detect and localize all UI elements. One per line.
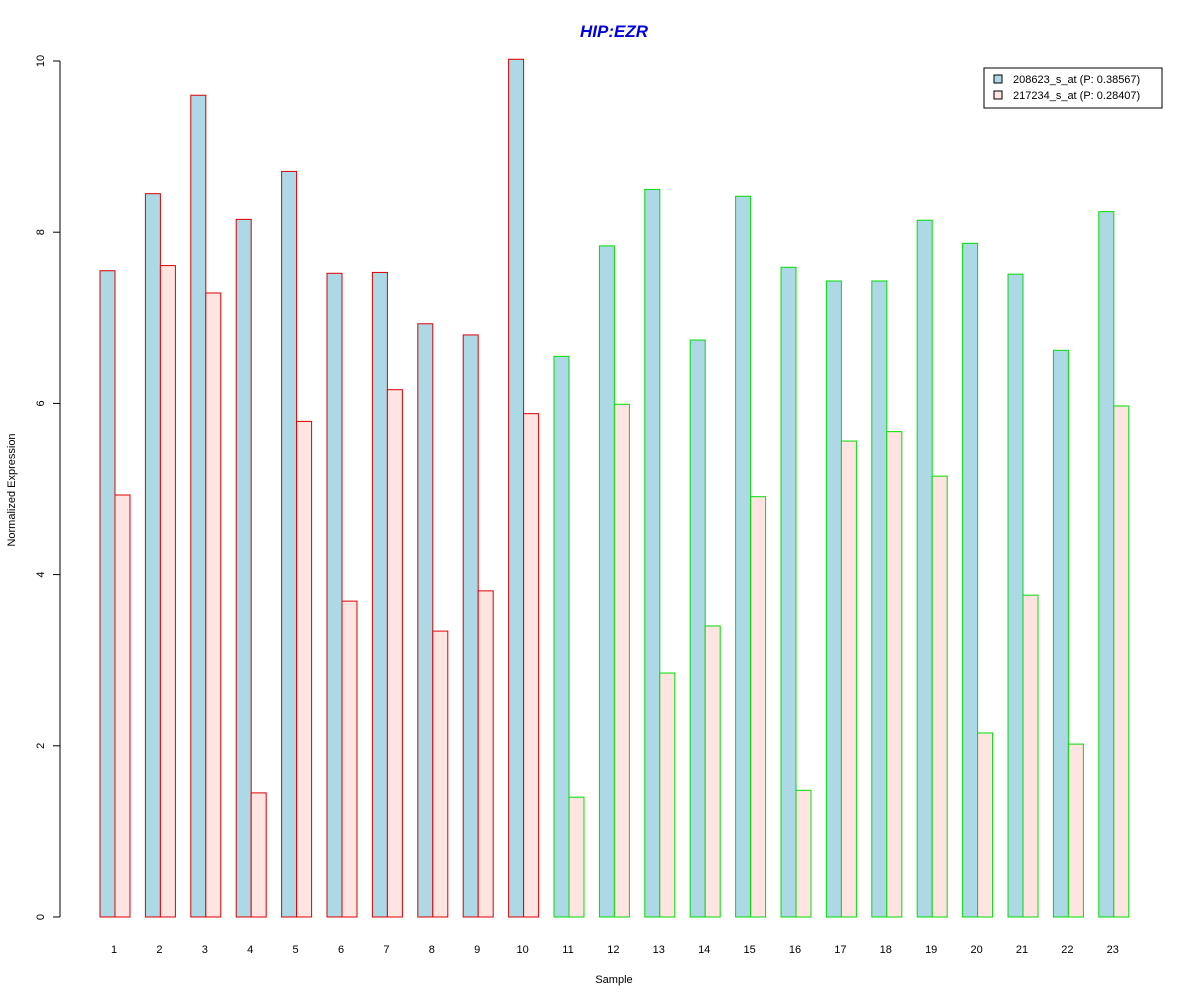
bar-sample-16-series-1 bbox=[780, 266, 797, 918]
bar-sample-13-series-2 bbox=[659, 672, 676, 918]
bar-sample-1-series-1 bbox=[99, 270, 116, 918]
x-tick-label: 19 bbox=[925, 944, 937, 956]
bar-sample-11-series-1 bbox=[553, 355, 570, 918]
bar-sample-1-series-2 bbox=[114, 494, 131, 918]
bar-sample-19-series-2 bbox=[931, 475, 948, 918]
bar-sample-22-series-2 bbox=[1067, 743, 1084, 918]
x-tick-label: 1 bbox=[111, 944, 117, 956]
bar-sample-15-series-2 bbox=[750, 496, 767, 918]
bar-sample-17-series-2 bbox=[840, 440, 857, 918]
bars bbox=[99, 58, 1130, 918]
bar-sample-23-series-2 bbox=[1113, 405, 1130, 918]
x-tick-label: 17 bbox=[834, 944, 846, 956]
legend-swatch-2 bbox=[993, 90, 1003, 100]
x-tick-label: 18 bbox=[880, 944, 892, 956]
bar-sample-23-series-1 bbox=[1098, 211, 1115, 918]
y-tick-label: 10 bbox=[35, 55, 47, 67]
x-tick-label: 4 bbox=[247, 944, 253, 956]
x-tick-label: 16 bbox=[789, 944, 801, 956]
bar-sample-12-series-1 bbox=[598, 245, 615, 918]
legend-box bbox=[983, 67, 1163, 109]
y-tick-label: 2 bbox=[35, 743, 47, 749]
bar-sample-14-series-1 bbox=[689, 339, 706, 918]
legend-label-1: 208623_s_at (P: 0.38567) bbox=[1013, 74, 1140, 86]
y-tick-label: 6 bbox=[35, 400, 47, 406]
chart-title: HIP:EZR bbox=[580, 22, 649, 41]
x-tick-label: 14 bbox=[698, 944, 710, 956]
bar-sample-20-series-1 bbox=[962, 242, 979, 918]
y-axis: 0 2 4 6 8 10 bbox=[35, 55, 61, 920]
x-tick-label: 6 bbox=[338, 944, 344, 956]
y-axis-label: Normalized Expression bbox=[6, 433, 18, 546]
bar-sample-7-series-1 bbox=[371, 271, 388, 918]
bar-sample-2-series-2 bbox=[159, 265, 176, 918]
bar-sample-15-series-1 bbox=[735, 195, 752, 918]
bar-sample-7-series-2 bbox=[386, 389, 403, 918]
x-tick-label: 13 bbox=[653, 944, 665, 956]
x-tick-labels: 1 2 3 4 5 6 7 8 9 10 11 12 13 14 15 16 17 18 19 20 21 22 23 bbox=[111, 944, 1119, 956]
bar-sample-9-series-2 bbox=[477, 590, 494, 918]
x-tick-label: 12 bbox=[607, 944, 619, 956]
legend-label-2: 217234_s_at (P: 0.28407) bbox=[1013, 90, 1140, 102]
bar-sample-21-series-1 bbox=[1007, 273, 1024, 918]
x-tick-label: 21 bbox=[1016, 944, 1028, 956]
bar-sample-6-series-1 bbox=[326, 272, 343, 918]
legend-swatch-1 bbox=[993, 74, 1003, 84]
bar-sample-10-series-2 bbox=[523, 413, 540, 918]
x-tick-label: 23 bbox=[1107, 944, 1119, 956]
x-tick-label: 9 bbox=[474, 944, 480, 956]
bar-sample-16-series-2 bbox=[795, 789, 812, 918]
bar-sample-20-series-2 bbox=[977, 732, 994, 918]
x-tick-label: 22 bbox=[1061, 944, 1073, 956]
bar-sample-12-series-2 bbox=[613, 403, 630, 918]
x-tick-label: 11 bbox=[562, 944, 573, 956]
y-tick-label: 4 bbox=[35, 572, 47, 578]
x-tick-label: 20 bbox=[970, 944, 982, 956]
bar-sample-4-series-2 bbox=[250, 792, 267, 918]
bar-sample-3-series-2 bbox=[205, 292, 222, 918]
bar-sample-13-series-1 bbox=[644, 188, 661, 918]
bar-sample-6-series-2 bbox=[341, 600, 358, 918]
bar-sample-4-series-1 bbox=[235, 218, 252, 918]
bar-sample-18-series-2 bbox=[886, 431, 903, 918]
bar-sample-11-series-2 bbox=[568, 796, 585, 918]
bar-sample-19-series-1 bbox=[916, 219, 933, 918]
bar-sample-8-series-1 bbox=[417, 323, 434, 918]
bar-sample-17-series-1 bbox=[825, 280, 842, 918]
bar-sample-10-series-1 bbox=[508, 58, 525, 918]
bar-sample-9-series-1 bbox=[462, 334, 479, 918]
y-tick-label: 0 bbox=[35, 914, 47, 920]
bar-sample-8-series-2 bbox=[432, 630, 449, 918]
bar-sample-22-series-1 bbox=[1052, 349, 1069, 918]
x-tick-label: 7 bbox=[383, 944, 389, 956]
bar-sample-5-series-2 bbox=[296, 420, 313, 918]
x-tick-label: 3 bbox=[202, 944, 208, 956]
bar-sample-21-series-2 bbox=[1022, 594, 1039, 918]
x-tick-label: 5 bbox=[293, 944, 299, 956]
x-tick-label: 15 bbox=[743, 944, 755, 956]
y-tick-label: 8 bbox=[35, 229, 47, 235]
x-tick-label: 10 bbox=[516, 944, 528, 956]
bar-sample-2-series-1 bbox=[144, 193, 161, 918]
legend: 208623_s_at (P: 0.38567) 217234_s_at (P:… bbox=[983, 67, 1163, 109]
x-axis-label: Sample bbox=[595, 974, 632, 986]
bar-sample-14-series-2 bbox=[704, 625, 721, 918]
x-tick-label: 2 bbox=[156, 944, 162, 956]
bar-sample-3-series-1 bbox=[190, 94, 207, 918]
bar-sample-18-series-1 bbox=[871, 280, 888, 918]
x-tick-label: 8 bbox=[429, 944, 435, 956]
bar-sample-5-series-1 bbox=[281, 170, 298, 918]
